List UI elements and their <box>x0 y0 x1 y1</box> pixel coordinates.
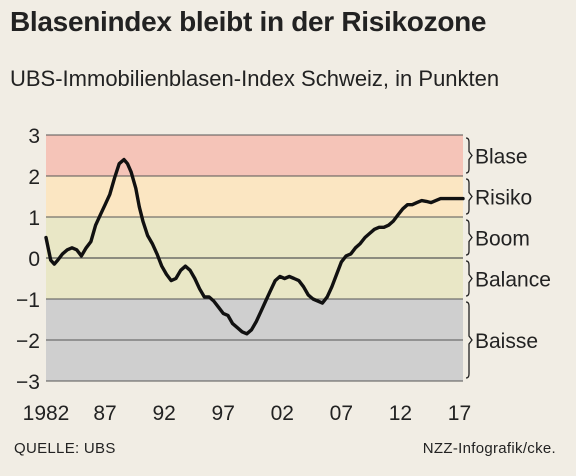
y-tick-label: −2 <box>16 330 40 353</box>
y-tick-label: −1 <box>16 289 40 312</box>
x-tick-label: 07 <box>330 402 353 425</box>
zone-band-blase <box>46 135 463 176</box>
grid-lines <box>46 134 463 382</box>
zone-label-blase: Blase <box>475 146 528 169</box>
zone-bracket <box>465 219 473 256</box>
x-tick-label: 87 <box>93 402 116 425</box>
y-tick-label: 3 <box>28 125 40 148</box>
y-axis-ticks: 3 2 1 0 −1 −2 −3 <box>16 125 40 394</box>
series-line <box>44 157 465 336</box>
y-tick-label: 2 <box>28 166 40 189</box>
x-tick-label: 92 <box>152 402 175 425</box>
zone-label-boom: Boom <box>475 228 530 251</box>
zone-band-risiko <box>46 176 463 217</box>
zone-label-balance: Balance <box>475 269 551 292</box>
zone-bands <box>46 135 463 381</box>
y-tick-label: −3 <box>16 371 40 394</box>
x-tick-label: 97 <box>212 402 235 425</box>
x-axis-ticks: 1982 87 92 97 02 07 12 17 <box>23 402 471 425</box>
zone-band-boom <box>46 217 463 258</box>
zone-bracket <box>465 301 473 379</box>
series-lines <box>44 157 465 336</box>
y-tick-label: 1 <box>28 207 40 230</box>
chart-subtitle: UBS-Immobilienblasen-Index Schweiz, in P… <box>10 66 500 91</box>
x-tick-label: 17 <box>448 402 471 425</box>
zone-band-balance <box>46 258 463 299</box>
x-tick-label: 02 <box>271 402 294 425</box>
y-tick-label: 0 <box>28 248 40 271</box>
chart-title: Blasenindex bleibt in der Risikozone <box>10 6 487 37</box>
zone-label-risiko: Risiko <box>475 187 532 210</box>
credit-note: NZZ-Infografik/cke. <box>422 440 556 457</box>
zone-bracket <box>465 178 473 215</box>
x-tick-label: 12 <box>389 402 412 425</box>
zone-bracket <box>465 260 473 297</box>
zone-label-baisse: Baisse <box>475 330 538 353</box>
x-tick-label: 1982 <box>23 402 70 425</box>
zone-bracket <box>465 137 473 174</box>
source-note: QUELLE: UBS <box>14 440 116 457</box>
zone-brackets: Blase Risiko Boom Balance Baisse <box>465 137 551 379</box>
